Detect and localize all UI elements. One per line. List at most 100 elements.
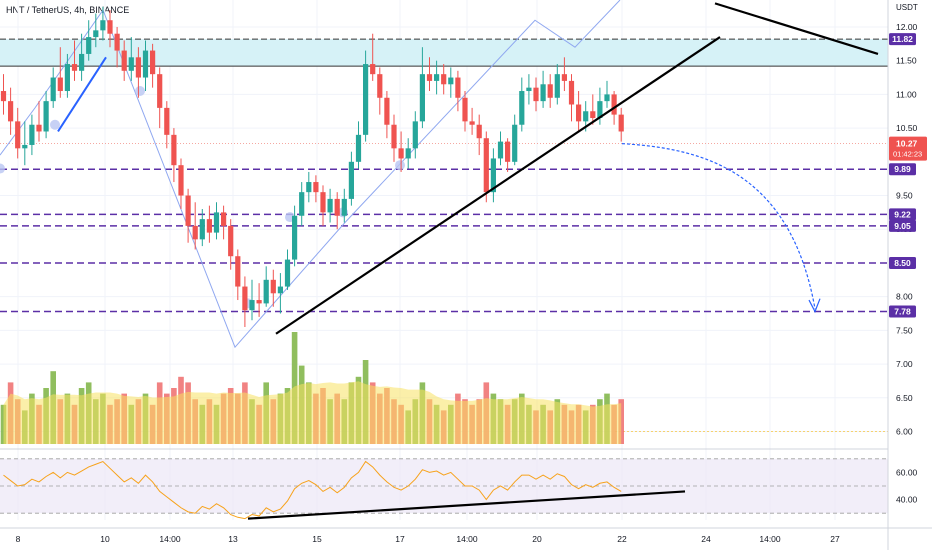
price-tick-label: 11.00 xyxy=(896,89,917,99)
candle-body xyxy=(568,80,575,105)
candle-body xyxy=(93,30,99,38)
candle-body xyxy=(590,111,596,118)
candle-body xyxy=(412,121,418,149)
candle-body xyxy=(178,165,184,196)
candle-body xyxy=(391,124,397,149)
candle-body xyxy=(128,57,134,71)
trendline-drawings[interactable] xyxy=(57,2,879,335)
rsi-tick-label: 60.00 xyxy=(896,467,918,477)
candle-body xyxy=(313,182,319,193)
candle-body xyxy=(199,219,205,240)
candle-body xyxy=(57,77,63,92)
candle-body xyxy=(171,134,177,166)
symbol-title: HNT / TetherUS, 4h, BINANCE xyxy=(6,5,130,15)
candle-body xyxy=(299,192,305,216)
candle-body xyxy=(604,94,610,102)
time-tick-label: 14:00 xyxy=(159,534,181,544)
ascending-trendline[interactable] xyxy=(275,36,721,335)
last-price-badge[interactable] xyxy=(889,136,927,161)
price-badge[interactable] xyxy=(889,33,916,46)
candle-body xyxy=(249,300,255,311)
candlestick-series xyxy=(0,6,624,328)
price-tick-label: 11.50 xyxy=(896,56,917,66)
candle-body xyxy=(497,141,504,159)
support-levels xyxy=(0,143,888,432)
candle-body xyxy=(284,259,291,287)
forecast-arrow-head xyxy=(808,298,821,313)
candle-body xyxy=(327,198,333,213)
price-tick-label: 6.50 xyxy=(896,393,913,403)
price-badge-label: 9.22 xyxy=(894,209,911,219)
candle-body xyxy=(242,286,248,311)
candle-body xyxy=(540,84,546,102)
candle-body xyxy=(384,97,390,125)
candle-body xyxy=(292,215,298,260)
candle-body xyxy=(426,74,433,81)
candle-body xyxy=(526,87,532,92)
price-badge[interactable] xyxy=(889,305,916,318)
candle-body xyxy=(512,124,518,162)
rsi-line xyxy=(3,460,622,520)
time-axis[interactable]: 8 10 14:00 13 15 17 14:00 20 22 24 14:00 27 xyxy=(0,527,932,544)
short-trendline[interactable] xyxy=(57,56,107,133)
candle-body xyxy=(71,64,78,71)
forecast-arrow-path[interactable] xyxy=(621,143,816,309)
candle-body xyxy=(150,50,156,75)
candle-body xyxy=(36,124,42,132)
rsi-trendline[interactable] xyxy=(247,490,686,520)
candle-body xyxy=(398,148,404,159)
candle-body xyxy=(121,50,127,71)
price-badge-label: 9.05 xyxy=(894,221,911,231)
candle-body xyxy=(519,91,525,125)
time-tick-label: 14:00 xyxy=(456,534,478,544)
candle-body xyxy=(22,144,28,149)
candle-body xyxy=(363,64,369,135)
time-tick-label: 8 xyxy=(16,534,21,544)
price-badge[interactable] xyxy=(889,219,916,232)
descending-trendline[interactable] xyxy=(714,2,879,55)
candle-body xyxy=(50,77,56,102)
candle-body xyxy=(618,114,624,132)
time-tick-label: 13 xyxy=(228,534,238,544)
price-badge[interactable] xyxy=(889,208,916,221)
candle-body xyxy=(419,74,425,122)
price-axis-unit: USDT xyxy=(896,3,918,12)
candle-body xyxy=(597,101,603,118)
price-tick-label: 10.50 xyxy=(896,123,918,133)
price-axis[interactable]: USDT12.0011.5011.0010.509.509.008.007.50… xyxy=(887,0,927,550)
candle-body xyxy=(441,74,447,85)
price-tick-label: 7.50 xyxy=(896,325,913,335)
candle-body xyxy=(490,158,496,193)
candle-body xyxy=(377,74,383,98)
candle-body xyxy=(505,141,511,162)
candle-body xyxy=(15,121,21,149)
candle-body xyxy=(448,77,454,85)
candle-body xyxy=(476,124,482,139)
candle-body xyxy=(185,195,191,226)
candle-body xyxy=(434,74,440,81)
candle-body xyxy=(135,57,141,78)
time-tick-label: 14:00 xyxy=(759,534,781,544)
candle-body xyxy=(270,279,276,294)
candle-body xyxy=(192,225,198,240)
candle-body xyxy=(79,53,85,71)
price-badge[interactable] xyxy=(889,163,916,176)
pivot-marker xyxy=(135,86,145,97)
candle-body xyxy=(533,87,539,102)
time-tick-label: 10 xyxy=(100,534,110,544)
price-badge[interactable] xyxy=(889,256,916,269)
pivot-marker xyxy=(0,163,5,174)
time-tick-label: 24 xyxy=(701,534,711,544)
candle-body xyxy=(561,74,567,81)
candle-body xyxy=(348,161,354,199)
candle-body xyxy=(228,225,234,257)
candle-body xyxy=(469,121,475,125)
pivot-marker xyxy=(50,119,60,130)
price-tick-label: 12.00 xyxy=(896,22,918,32)
candle-body xyxy=(334,198,340,216)
candle-body xyxy=(29,124,35,145)
candle-body xyxy=(213,212,220,233)
candle-body xyxy=(554,74,560,98)
candle-body xyxy=(455,77,461,98)
